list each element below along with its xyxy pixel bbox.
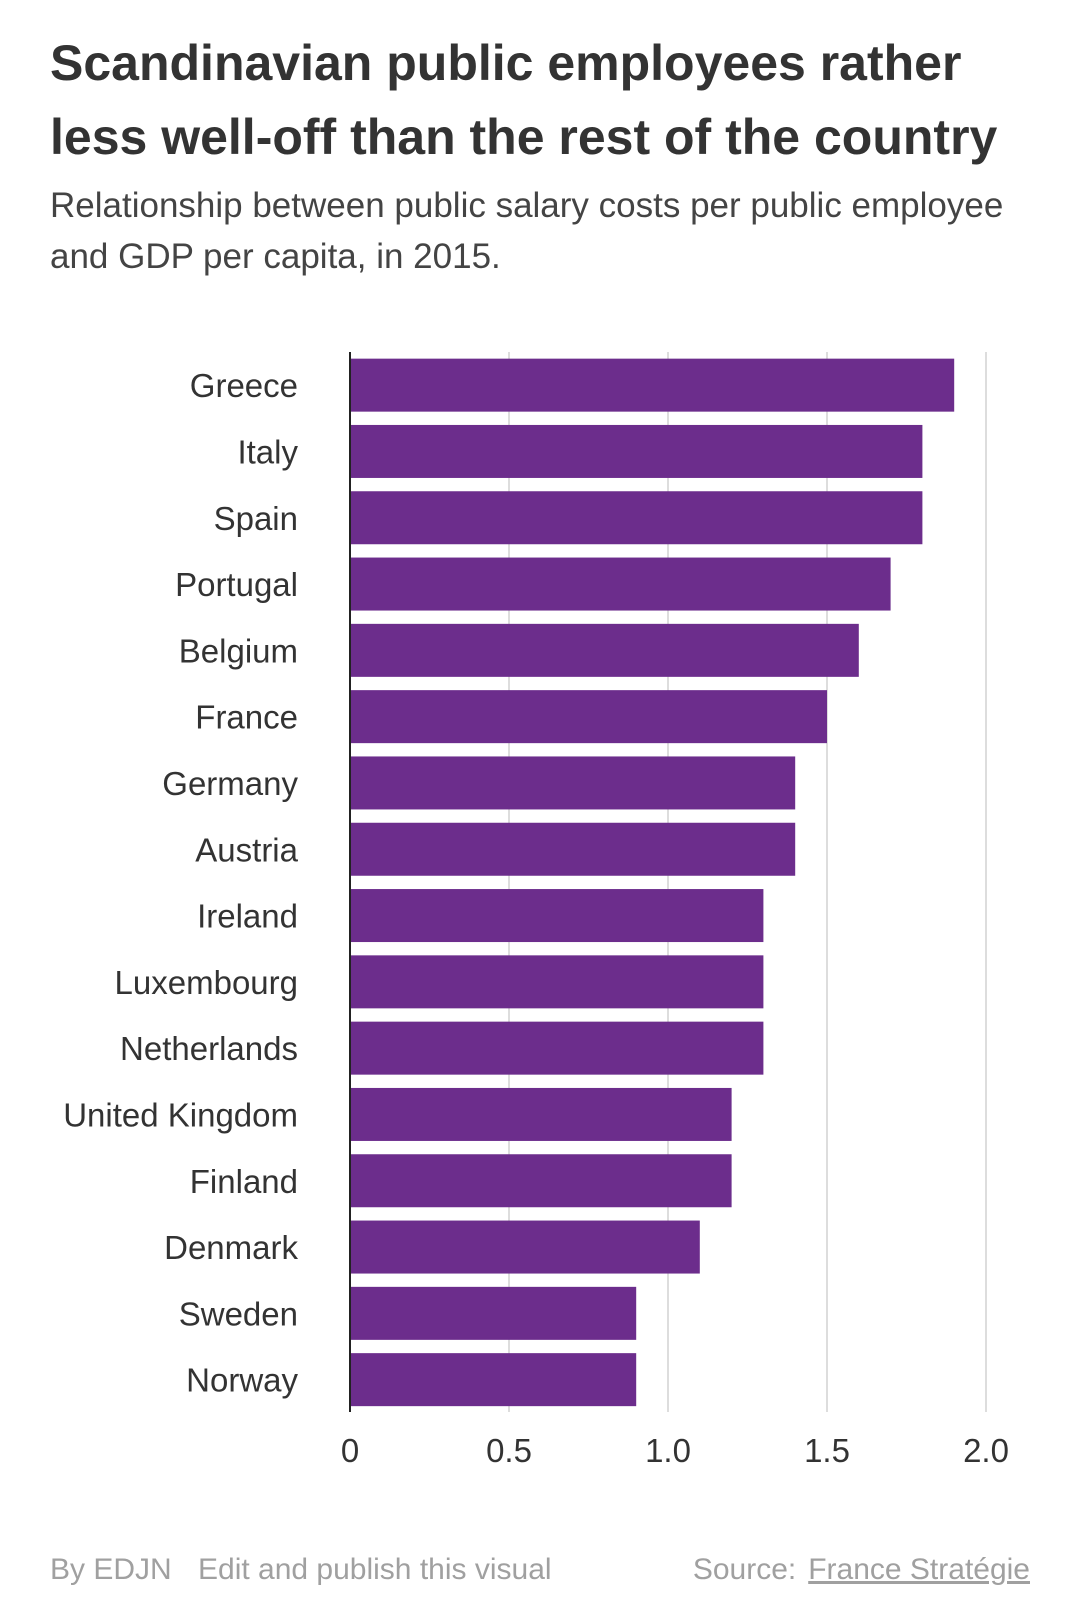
- category-label-italy: Italy: [237, 433, 298, 470]
- source-label: Source:: [692, 1553, 797, 1586]
- bar-chart: Greece Italy Spain Portugal Belgium France Ger…: [63, 352, 1009, 1469]
- bar-greece: [350, 358, 955, 412]
- category-label-norway: Norway: [186, 1362, 298, 1399]
- tick-label-2-0: 2.0: [963, 1432, 1009, 1469]
- bar-denmark: [350, 1220, 700, 1274]
- category-label-finland: Finland: [190, 1163, 298, 1200]
- bar-netherlands: [350, 1021, 764, 1075]
- bar-italy: [350, 424, 923, 478]
- byline: By EDJN: [50, 1553, 172, 1586]
- category-label-austria: Austria: [195, 831, 298, 868]
- category-label-germany: Germany: [162, 765, 298, 802]
- category-label-belgium: Belgium: [179, 632, 298, 669]
- category-labels: Greece Italy Spain Portugal Belgium France Ger…: [63, 367, 298, 1399]
- bars: [350, 358, 955, 1407]
- chart-title: Scandinavian public employees rather les…: [50, 35, 998, 165]
- category-label-netherlands: Netherlands: [120, 1030, 298, 1067]
- category-label-portugal: Portugal: [175, 566, 298, 603]
- bar-sweden: [350, 1286, 637, 1340]
- tick-label-0-5: 0.5: [486, 1432, 532, 1469]
- category-label-united-kingdom: United Kingdom: [63, 1096, 298, 1133]
- bar-austria: [350, 822, 796, 876]
- category-label-luxembourg: Luxembourg: [115, 964, 298, 1001]
- category-label-greece: Greece: [190, 367, 298, 404]
- category-label-denmark: Denmark: [164, 1229, 298, 1266]
- footer: By EDJN Edit and publish this visual Sou…: [50, 1548, 1030, 1592]
- category-label-ireland: Ireland: [197, 898, 298, 935]
- bar-portugal: [350, 557, 891, 611]
- bar-united-kingdom: [350, 1087, 732, 1141]
- tick-label-0: 0: [341, 1432, 359, 1469]
- bar-luxembourg: [350, 955, 764, 1009]
- category-label-spain: Spain: [214, 500, 298, 537]
- bar-norway: [350, 1353, 637, 1407]
- category-label-sweden: Sweden: [179, 1295, 298, 1332]
- bar-ireland: [350, 889, 764, 943]
- bar-finland: [350, 1154, 732, 1208]
- bar-germany: [350, 756, 796, 810]
- source-link[interactable]: France Stratégie: [808, 1553, 1030, 1586]
- bar-france: [350, 690, 827, 744]
- bar-belgium: [350, 623, 859, 677]
- category-label-france: France: [195, 699, 298, 736]
- source: Source: France Stratégie: [693, 1548, 1030, 1592]
- chart-subtitle: Relationship between public salary costs…: [50, 186, 1004, 276]
- tick-label-1-5: 1.5: [804, 1432, 850, 1469]
- tick-label-1-0: 1.0: [645, 1432, 691, 1469]
- edit-visual-link[interactable]: Edit and publish this visual: [198, 1553, 552, 1586]
- x-axis-ticks: 0 0.5 1.0 1.5 2.0: [341, 1432, 1009, 1469]
- bar-spain: [350, 491, 923, 545]
